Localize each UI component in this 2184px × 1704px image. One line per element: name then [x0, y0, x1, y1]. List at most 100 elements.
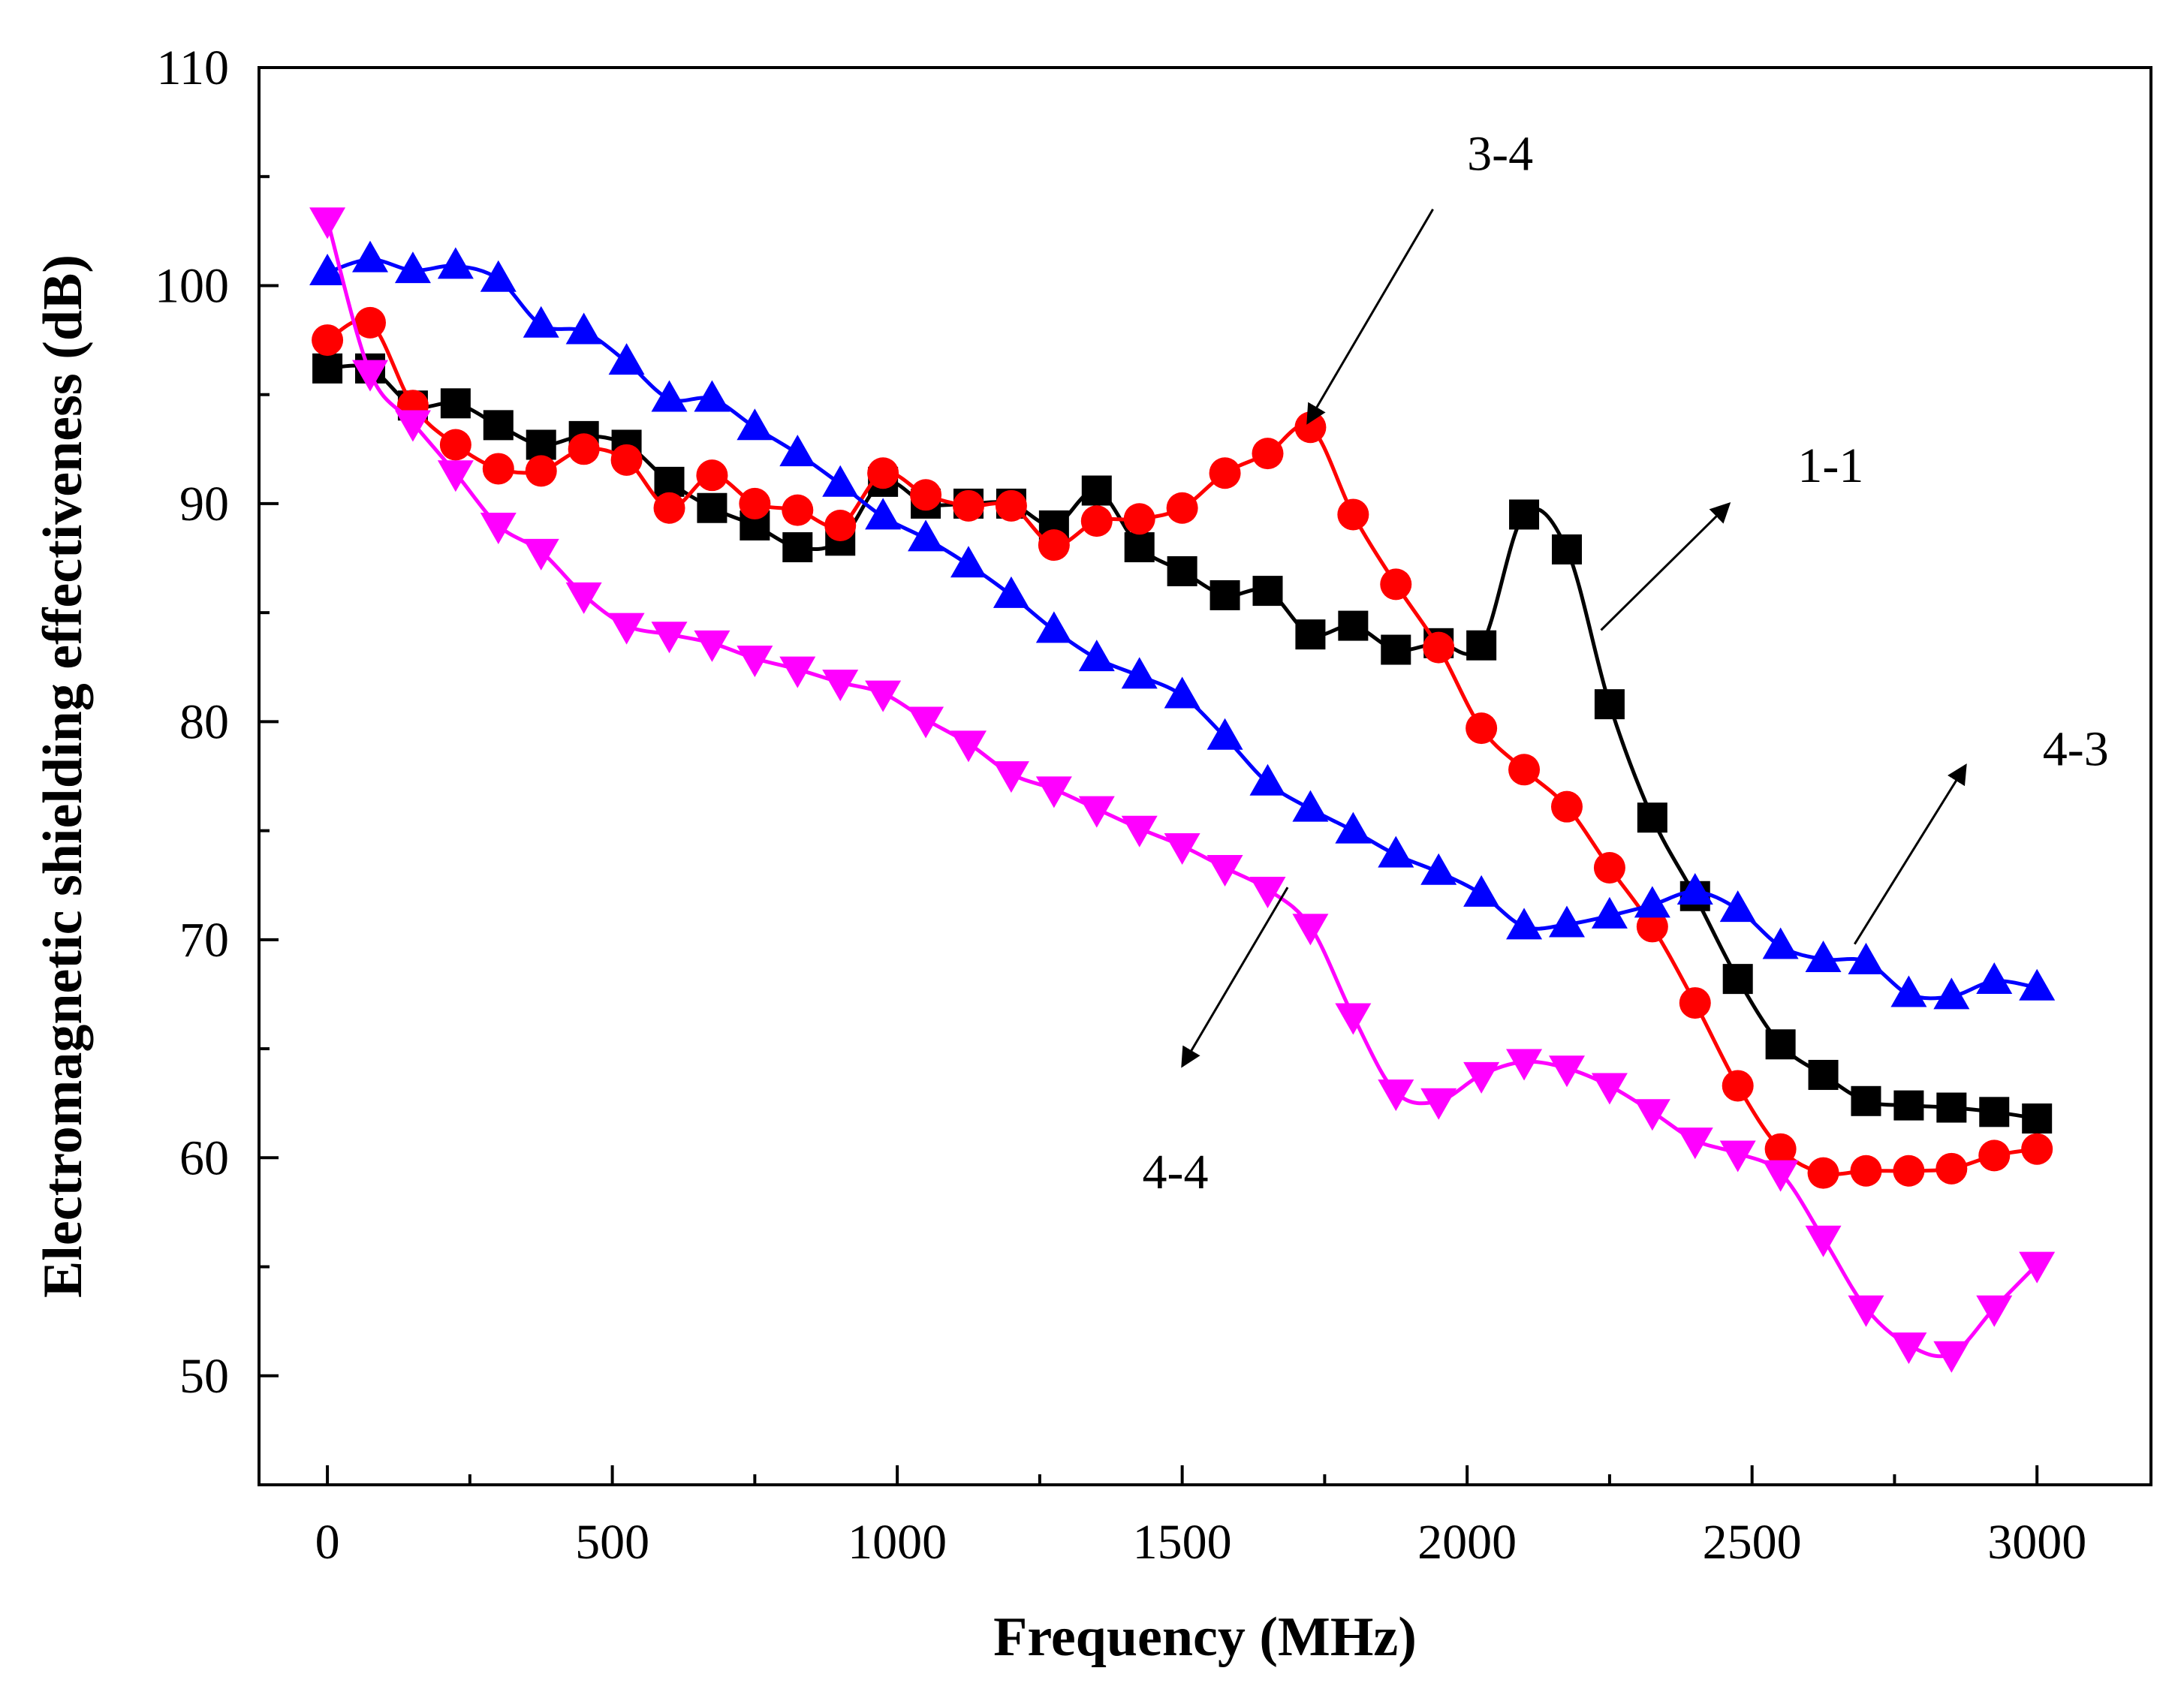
data-point-4-3 [1463, 875, 1500, 907]
data-point-3-4 [782, 494, 814, 526]
annotation-label-4-3: 4-3 [2043, 721, 2109, 776]
data-point-4-4 [437, 460, 474, 492]
data-point-4-3 [480, 260, 517, 292]
data-point-1-1 [1765, 1029, 1796, 1060]
data-point-3-4 [1080, 505, 1113, 537]
x-axis-title: Frequency (MHz) [993, 1606, 1417, 1668]
data-point-4-4 [608, 613, 645, 645]
data-point-1-1 [697, 492, 727, 523]
data-point-4-4 [1933, 1341, 1970, 1373]
data-point-4-4 [1848, 1295, 1884, 1327]
data-point-3-4 [1636, 911, 1668, 943]
data-point-4-4 [993, 761, 1029, 793]
data-point-4-3 [523, 306, 559, 338]
data-point-4-4 [565, 582, 602, 614]
data-point-3-4 [1764, 1133, 1797, 1165]
data-point-4-3 [1378, 835, 1414, 868]
x-tick-label: 0 [315, 1515, 340, 1570]
data-point-4-3 [1634, 886, 1670, 918]
x-tick-label: 3000 [1987, 1515, 2086, 1570]
data-point-1-1 [782, 532, 813, 563]
data-point-4-3 [1676, 872, 1713, 905]
data-point-4-3 [822, 465, 859, 497]
data-point-1-1 [1936, 1092, 1967, 1123]
data-point-3-4 [1252, 438, 1284, 470]
data-point-1-1 [1338, 610, 1369, 641]
data-point-4-4 [1292, 914, 1329, 946]
data-point-3-4 [1423, 631, 1455, 664]
data-point-3-4 [1466, 712, 1498, 745]
data-point-1-1 [1466, 630, 1497, 661]
data-point-4-4 [523, 538, 559, 571]
annotation-label-1-1: 1-1 [1797, 438, 1863, 493]
annotation-layer: 3-4 1-1 4-3 4-4 [1143, 127, 2109, 1200]
data-point-1-1 [1509, 499, 1540, 530]
data-point-4-3 [394, 251, 431, 284]
data-point-4-3 [908, 519, 944, 552]
x-tick-label: 2000 [1417, 1515, 1517, 1570]
data-point-4-4 [1762, 1160, 1799, 1192]
data-point-4-3 [1719, 890, 1756, 923]
data-point-3-4 [1978, 1140, 2011, 1172]
data-point-4-3 [1548, 905, 1585, 938]
data-point-1-1 [1893, 1090, 1924, 1121]
y-tick-label: 70 [179, 913, 229, 968]
data-point-1-1 [1722, 964, 1753, 995]
data-point-3-4 [1380, 568, 1412, 601]
data-point-1-1 [483, 410, 514, 441]
data-point-1-1 [526, 429, 556, 460]
x-tick-label: 2500 [1703, 1515, 1802, 1570]
data-point-3-4 [739, 487, 771, 519]
series-4-4 [309, 207, 2056, 1373]
data-point-4-4 [1890, 1332, 1927, 1365]
data-point-4-4 [865, 680, 902, 712]
annotation-arrow-3-4 [1306, 209, 1434, 425]
y-tick-label: 100 [155, 258, 229, 313]
data-point-4-4 [779, 656, 816, 688]
data-point-3-4 [910, 479, 942, 511]
data-point-3-4 [1850, 1155, 1882, 1187]
plot-frame [258, 66, 2152, 1486]
data-point-1-1 [1252, 576, 1283, 607]
data-point-4-3 [352, 240, 389, 272]
y-axis-ticks: 50 60 70 80 90 100 110 [155, 41, 279, 1486]
data-point-4-4 [1378, 1079, 1414, 1112]
data-point-4-4 [1676, 1127, 1713, 1160]
y-tick-label: 110 [156, 41, 229, 95]
data-point-1-1 [440, 388, 471, 419]
data-point-4-4 [1249, 877, 1286, 909]
data-point-4-4 [950, 730, 987, 763]
data-point-1-1 [1381, 634, 1411, 665]
data-point-1-1 [1851, 1085, 1881, 1116]
data-point-3-4 [1807, 1157, 1839, 1189]
series-1-1 [312, 353, 2053, 1134]
data-point-3-4 [1337, 498, 1369, 531]
x-tick-label: 500 [575, 1515, 649, 1570]
data-point-3-4 [1550, 790, 1583, 823]
data-point-4-4 [1591, 1073, 1628, 1105]
data-point-4-4 [1548, 1055, 1585, 1088]
data-point-4-4 [1463, 1061, 1500, 1094]
data-point-4-3 [1506, 908, 1543, 940]
data-point-3-4 [525, 455, 557, 487]
data-point-4-3 [437, 247, 474, 279]
data-point-4-3 [865, 498, 902, 530]
y-tick-label: 80 [179, 694, 229, 749]
data-point-4-4 [394, 410, 431, 442]
data-point-4-3 [694, 380, 731, 412]
data-point-4-4 [1634, 1099, 1670, 1131]
data-point-3-4 [2021, 1133, 2053, 1165]
data-point-4-4 [480, 512, 517, 544]
data-point-4-4 [908, 706, 944, 739]
data-point-1-1 [1209, 580, 1240, 610]
data-point-1-1 [1979, 1097, 2010, 1127]
data-point-4-3 [950, 546, 987, 578]
data-point-4-4 [1121, 815, 1158, 847]
data-point-4-3 [1078, 640, 1115, 672]
data-point-4-4 [1420, 1088, 1457, 1120]
series-layer [309, 207, 2056, 1373]
data-point-4-4 [1719, 1140, 1756, 1173]
data-point-4-4 [651, 622, 688, 654]
data-point-3-4 [1508, 754, 1541, 786]
data-point-4-4 [1976, 1295, 2013, 1327]
